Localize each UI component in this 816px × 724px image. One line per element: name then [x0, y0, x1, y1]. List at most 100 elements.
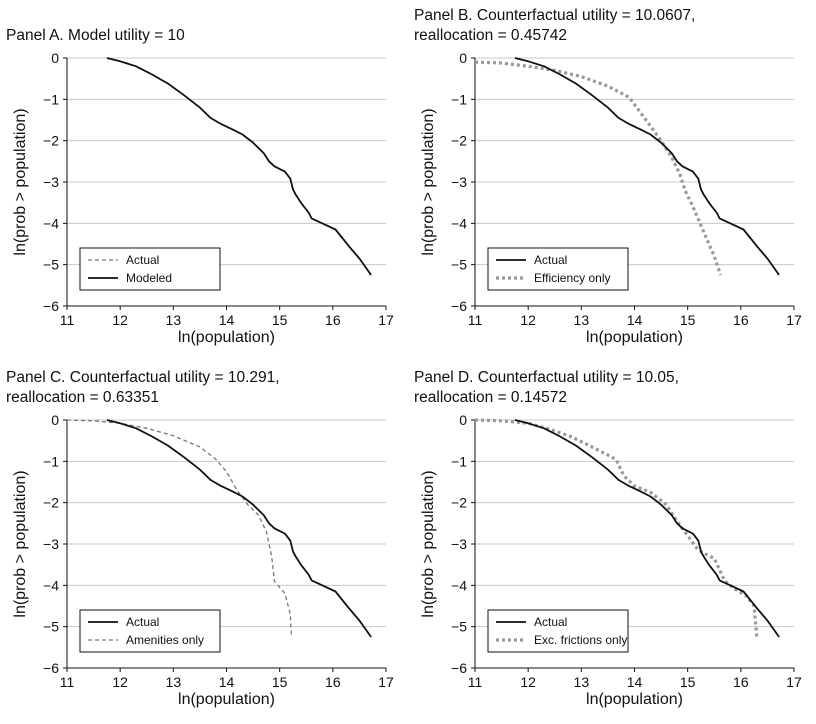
y-tick-label: −2 — [451, 495, 467, 511]
chart-panel-d: 0 −1 −2 −3 −4 −5 −611 12 13 14 15 16 17 ln(population… — [420, 412, 802, 708]
x-tick-label: 17 — [786, 312, 802, 328]
x-tick-label: 11 — [468, 674, 483, 690]
panel-title-line-1: Panel B. Counterfactual utility = 10.060… — [414, 7, 696, 24]
x-tick-label: 12 — [520, 674, 536, 690]
y-tick-label: −1 — [451, 453, 467, 469]
legend-box — [487, 247, 629, 291]
series-line — [106, 419, 372, 638]
x-tick-label: 15 — [272, 674, 288, 690]
x-tick-label: 13 — [574, 312, 590, 328]
x-tick-label: 13 — [166, 312, 182, 328]
x-tick-label: 14 — [627, 312, 643, 328]
panel-title-line-2: reallocation = 0.45742 — [414, 27, 567, 44]
x-tick-label: 17 — [378, 674, 394, 690]
x-axis-label: ln(population) — [178, 329, 275, 346]
y-tick-label: 0 — [459, 412, 467, 428]
y-tick-label: −5 — [451, 619, 467, 635]
y-tick-label: 0 — [459, 50, 467, 66]
x-tick-label: 15 — [272, 312, 288, 328]
x-tick-label: 11 — [60, 312, 75, 328]
legend-label: Efficiency only — [534, 271, 610, 285]
y-tick-label: −2 — [43, 133, 59, 149]
y-tick-label: −6 — [451, 298, 467, 314]
y-tick-label: −6 — [43, 660, 59, 676]
legend-box — [487, 609, 629, 653]
y-tick-label: −4 — [451, 215, 467, 231]
x-tick-label: 15 — [680, 312, 696, 328]
y-tick-label: −4 — [451, 577, 467, 593]
panel-title-line-1: Panel A. Model utility = 10 — [6, 27, 185, 44]
y-tick-label: −5 — [43, 257, 59, 273]
y-axis-label: ln(prob > population) — [420, 108, 437, 255]
x-tick-label: 17 — [786, 674, 802, 690]
y-axis-label: ln(prob > population) — [12, 470, 29, 617]
legend-label: Actual — [126, 253, 159, 267]
chart-panel-b: 0 −1 −2 −3 −4 −5 −611 12 13 14 15 16 17 ln(population… — [420, 50, 802, 346]
x-tick-label: 13 — [574, 674, 590, 690]
y-tick-label: −3 — [451, 174, 467, 190]
legend-label: Actual — [534, 253, 567, 267]
y-tick-label: −1 — [43, 453, 59, 469]
series-line — [474, 418, 759, 638]
legend-label: Actual — [534, 615, 567, 629]
x-axis-label: ln(population) — [586, 691, 683, 708]
y-tick-label: 0 — [51, 50, 59, 66]
y-tick-label: −6 — [451, 660, 467, 676]
y-tick-label: −3 — [451, 536, 467, 552]
x-tick-label: 14 — [627, 674, 643, 690]
x-tick-label: 14 — [219, 674, 235, 690]
y-tick-label: −4 — [43, 215, 59, 231]
x-tick-label: 12 — [112, 674, 128, 690]
series-line — [106, 57, 372, 276]
chart-panel-c: 0 −1 −2 −3 −4 −5 −611 12 13 14 15 16 17 ln(population… — [12, 412, 394, 708]
x-axis-label: ln(population) — [178, 691, 275, 708]
y-tick-label: −5 — [43, 619, 59, 635]
x-tick-label: 12 — [112, 312, 128, 328]
panel-title-line-2: reallocation = 0.63351 — [6, 389, 159, 406]
panel-title: Panel A. Model utility = 10 — [6, 26, 185, 46]
y-tick-label: −3 — [43, 536, 59, 552]
legend-box — [79, 247, 221, 291]
x-tick-label: 16 — [325, 674, 341, 690]
legend-label: Actual — [126, 615, 159, 629]
series-line — [66, 419, 293, 638]
y-tick-label: −1 — [43, 91, 59, 107]
x-tick-label: 16 — [325, 312, 341, 328]
y-tick-label: −6 — [43, 298, 59, 314]
y-tick-label: −2 — [451, 133, 467, 149]
x-axis-label: ln(population) — [586, 329, 683, 346]
x-tick-label: 11 — [60, 674, 75, 690]
x-tick-label: 11 — [468, 312, 483, 328]
series-line — [514, 57, 780, 276]
x-tick-label: 15 — [680, 674, 696, 690]
panel-title: Panel B. Counterfactual utility = 10.060… — [414, 6, 695, 46]
y-tick-label: 0 — [51, 412, 59, 428]
panel-a: Panel A. Model utility = 10 0 −1 −2 −3 −4 −5 −… — [0, 0, 408, 362]
y-axis-label: ln(prob > population) — [12, 108, 29, 255]
chart-panel-a: 0 −1 −2 −3 −4 −5 −611 12 13 14 15 16 17 ln(population… — [12, 50, 394, 346]
legend-box — [79, 609, 221, 653]
panel-title-line-2: reallocation = 0.14572 — [414, 389, 567, 406]
panel-title-line-1: Panel D. Counterfactual utility = 10.05, — [414, 369, 679, 386]
legend-label: Exc. frictions only — [534, 633, 627, 647]
y-tick-label: −3 — [43, 174, 59, 190]
x-tick-label: 12 — [520, 312, 536, 328]
y-tick-label: −1 — [451, 91, 467, 107]
legend-label: Modeled — [126, 271, 172, 285]
panel-c: Panel C. Counterfactual utility = 10.291… — [0, 362, 408, 724]
y-tick-label: −5 — [451, 257, 467, 273]
series-line — [514, 419, 780, 638]
series-line — [474, 60, 723, 276]
x-tick-label: 14 — [219, 312, 235, 328]
x-tick-label: 16 — [733, 674, 749, 690]
panel-title: Panel D. Counterfactual utility = 10.05,… — [414, 368, 679, 408]
x-tick-label: 17 — [378, 312, 394, 328]
y-tick-label: −4 — [43, 577, 59, 593]
panel-d: Panel D. Counterfactual utility = 10.05,… — [408, 362, 816, 724]
x-tick-label: 16 — [733, 312, 749, 328]
panel-title: Panel C. Counterfactual utility = 10.291… — [6, 368, 280, 408]
panel-title-line-1: Panel C. Counterfactual utility = 10.291… — [6, 369, 280, 386]
legend-label: Amenities only — [126, 633, 204, 647]
y-tick-label: −2 — [43, 495, 59, 511]
panel-b: Panel B. Counterfactual utility = 10.060… — [408, 0, 816, 362]
